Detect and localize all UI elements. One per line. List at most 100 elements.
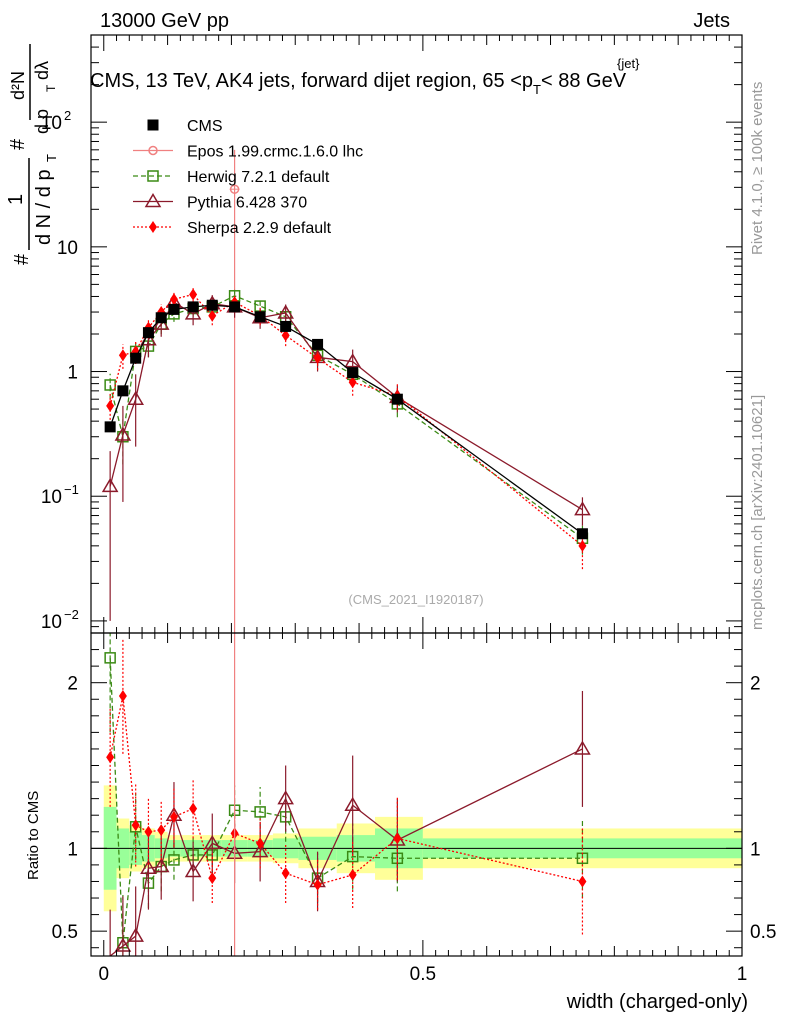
main-ytick-label-1: 10 [41,487,62,508]
ylabel-one: 1 [5,194,27,205]
legend-label-cms: CMS [187,118,223,135]
main-sherpa-point-7 [208,309,217,322]
main-cms-point-0 [104,421,116,433]
ratio-ytick-label-left-1: 1 [67,839,78,860]
ratio-sherpa-point-12 [348,868,357,881]
main-sherpa-point-11 [313,352,322,365]
main-pythia-point-1 [114,426,132,441]
ratio-series-sherpa [106,637,587,935]
ratio-ytick-label-right-2: 2 [750,674,761,695]
ratio-herwig-point-0 [104,652,116,664]
ratio-sherpa-point-6 [189,802,198,815]
main-cms-point-7 [206,299,218,311]
analysis-watermark: (CMS_2021_I1920187) [348,592,483,607]
ratio-axes: 0.5 0.51 12 20 0.5 1 [52,632,776,985]
ratio-pythia-point-6 [184,863,202,878]
plot-title-main: CMS, 13 TeV, AK4 jets, forward dijet reg… [90,70,533,92]
ratio-pythia-point-7 [203,834,221,850]
main-series-herwig [104,289,589,555]
main-ytick-exp-4: 2 [64,108,71,123]
ratio-sherpa-point-2 [131,819,140,832]
ratio-pythia-point-9 [251,843,269,858]
main-y-axis-title: # 1 d N / d p T # d²N d p T dλ [5,44,59,265]
ratio-series [104,633,591,957]
ratio-uncertainty-bands [91,785,742,912]
main-pythia-point-10 [277,304,294,319]
main-cms-point-3 [142,327,154,339]
ratio-sherpa-point-0 [106,751,115,764]
ratio-sherpa-point-10 [281,867,290,880]
main-pythia-point-2 [127,390,144,405]
ratio-ytick-label-right-0: 0.5 [750,922,776,943]
main-ytick-label-2: 1 [67,363,78,384]
main-ytick-exp-0: −2 [64,607,79,622]
main-series-pythia [101,293,591,621]
main-sherpa-point-1 [118,349,127,362]
main-pythia-point-12 [344,353,361,368]
plot-title-tail: < 88 GeV [541,70,627,92]
ratio-pythia-point-12 [344,796,361,812]
ratio-y-axis-title: Ratio to CMS [25,791,42,880]
xtick-label-0: 0 [98,964,109,985]
main-cms-point-13 [391,393,403,405]
ratio-series-herwig [104,633,589,956]
main-cms-point-6 [187,301,199,313]
ratio-pythia-point-14 [574,740,591,755]
ratio-pythia-point-3 [140,859,157,874]
legend-label-herwig: Herwig 7.2.1 default [187,169,330,186]
ratio-sherpa-point-11 [313,878,322,891]
main-sherpa-point-14 [578,539,587,552]
ylabel-numerator: d²N [8,71,28,100]
x-axis-title: width (charged-only) [566,991,748,1013]
main-pythia-point-0 [101,477,119,493]
ylabel-den2-sub: T [44,84,58,92]
ratio-pythia-point-1 [114,937,132,952]
ratio-sherpa-line [109,695,583,886]
ratio-sherpa-point-9 [256,837,265,850]
ylabel-den2: d p [32,109,52,134]
ylabel-denominator: d N / d p [33,169,55,245]
ratio-sherpa-point-1 [118,689,127,702]
main-pythia-line [109,301,583,511]
xtick-label-2: 1 [737,964,748,985]
header-left: 13000 GeV pp [100,10,229,32]
ylabel-denominator-sub: T [44,154,59,162]
main-series-cms [104,299,588,540]
main-sherpa-point-10 [281,329,290,342]
main-ytick-exp-1: −1 [64,482,79,497]
ratio-herwig-line [109,657,583,943]
ylabel-hash-2: # [7,138,29,150]
main-pythia-point-14 [574,501,591,516]
legend-marker-pythia [144,193,162,208]
plot-title-sub: T [533,82,541,97]
ratio-pythia-point-10 [277,790,294,805]
ratio-sherpa-point-13 [393,832,402,845]
main-cms-point-12 [347,367,359,379]
ratio-sherpa-point-4 [157,824,166,837]
main-cms-point-11 [312,338,324,350]
legend-marker-cms [147,119,159,131]
legend-label-pythia: Pythia 6.428 370 [187,195,307,212]
mcplots-label: mcplots.cern.ch [arXiv:2401.10621] [749,395,766,630]
legend-label-sherpa: Sherpa 2.2.9 default [187,220,332,237]
ratio-pythia-point-4 [152,858,170,873]
legend: CMS Epos 1.99.crmc.1.6.0 lhc Herwig 7.2.1 … [133,118,363,237]
main-ytick-label-4: 10 [41,113,62,134]
main-sherpa-point-5 [169,293,178,306]
legend-marker-sherpa [149,221,157,233]
plot-title: CMS, 13 TeV, AK4 jets, forward dijet reg… [90,70,627,97]
main-sherpa-line [109,293,583,547]
ratio-ytick-label-right-1: 1 [750,839,761,860]
ratio-sherpa-point-3 [144,825,153,838]
main-series-epos [229,149,240,633]
main-cms-point-10 [280,320,292,332]
main-cms-point-14 [576,528,588,540]
ratio-sherpa-point-14 [578,875,587,888]
ratio-herwig-point-9 [254,806,266,818]
ratio-sherpa-point-5 [169,810,178,823]
ratio-sherpa-point-7 [208,872,217,885]
legend-marker-herwig [147,170,159,182]
legend-label-epos: Epos 1.99.crmc.1.6.0 lhc [187,144,363,161]
main-cms-point-1 [117,385,129,397]
